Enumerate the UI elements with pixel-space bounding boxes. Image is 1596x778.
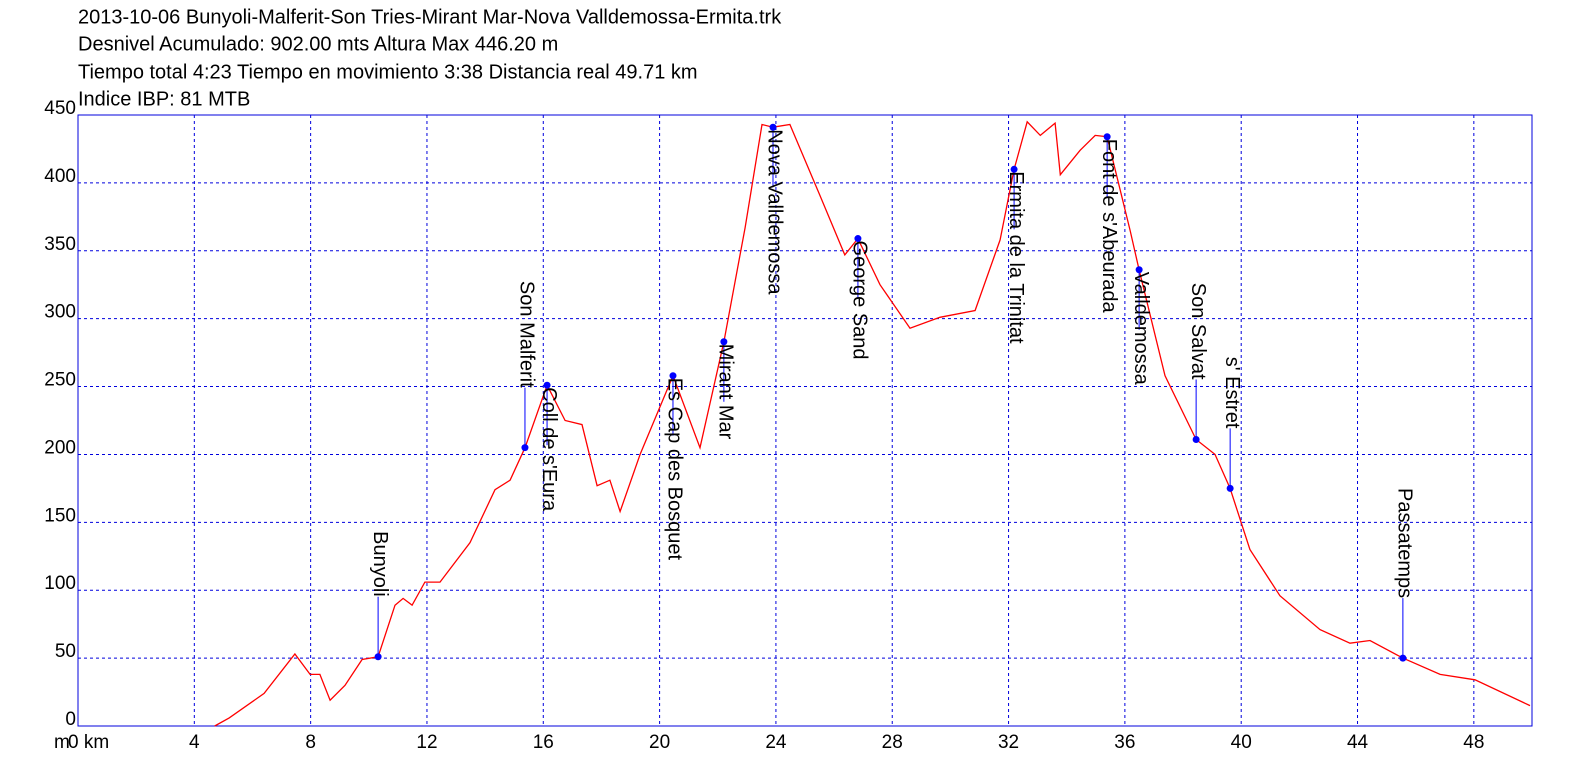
waypoint-label: Font de s'Abeurada [1098, 139, 1120, 314]
y-tick-label: 200 [44, 437, 76, 458]
y-tick-label: 0 [65, 709, 76, 730]
waypoint-label: Son Malferit [516, 281, 538, 388]
waypoint-label: Ermita de la Trinitat [1005, 171, 1027, 344]
waypoint [1010, 165, 1018, 173]
waypoint-label: Valldemossa [1130, 272, 1152, 386]
x-tick-label: 36 [1114, 732, 1135, 753]
y-tick-label: 400 [44, 166, 76, 187]
y-tick-label: 450 [44, 98, 76, 119]
waypoint-label: Passatemps [1394, 488, 1416, 598]
waypoint-label: s' Estret [1221, 357, 1243, 429]
waypoint-label: Es Cap des Bosquet [664, 378, 686, 561]
x-tick-label: 20 [649, 732, 670, 753]
waypoint-label: Mirant Mar [715, 344, 737, 440]
x-tick-label: 28 [882, 732, 903, 753]
waypoint-label: Coll de s'Eura [538, 387, 560, 512]
y-tick-label: 150 [44, 505, 76, 526]
x-tick-label: 16 [533, 732, 554, 753]
waypoint-label: George Sand [849, 241, 871, 360]
plot-frame [77, 114, 1533, 727]
waypoint-label: Nova Valldemossa [764, 129, 786, 295]
waypoint [720, 338, 728, 346]
y-tick-label: 300 [44, 302, 76, 323]
x-tick-label: 8 [305, 732, 316, 753]
waypoint-label: Bunyoli [369, 531, 391, 597]
y-tick-label: 250 [44, 370, 76, 391]
waypoint [521, 444, 529, 452]
waypoint [769, 123, 777, 131]
x-tick-label: 48 [1463, 732, 1484, 753]
x-tick-label: 40 [1231, 732, 1252, 753]
y-tick-label: 350 [44, 234, 76, 255]
waypoint [669, 372, 677, 380]
x-tick-label: 12 [416, 732, 437, 753]
x-tick-label: 32 [998, 732, 1019, 753]
x-tick-label: 24 [765, 732, 787, 753]
y-axis-label: m [54, 732, 70, 753]
y-tick-label: 50 [55, 641, 76, 662]
waypoint [543, 381, 551, 389]
subtitle: Tiempo total 4:23 Tiempo en movimiento 3… [78, 61, 698, 83]
waypoint [1103, 133, 1111, 141]
waypoint [1226, 484, 1234, 492]
subtitle: Indice IBP: 81 MTB [78, 88, 250, 110]
x-tick-label: 44 [1347, 732, 1369, 753]
waypoint [1399, 654, 1407, 662]
waypoint-label: Son Salvat [1187, 283, 1209, 380]
chart-title: 2013-10-06 Bunyoli-Malferit-Son Tries-Mi… [78, 6, 782, 28]
subtitle: Desnivel Acumulado: 902.00 mts Altura Ma… [78, 33, 558, 55]
x-tick-label: 0 km [68, 732, 109, 753]
waypoint [854, 235, 862, 243]
x-tick-label: 4 [189, 732, 200, 753]
waypoint [374, 653, 382, 661]
waypoint [1192, 436, 1200, 444]
y-tick-label: 100 [44, 573, 76, 594]
waypoint [1135, 266, 1143, 274]
elevation-line [214, 120, 1531, 727]
